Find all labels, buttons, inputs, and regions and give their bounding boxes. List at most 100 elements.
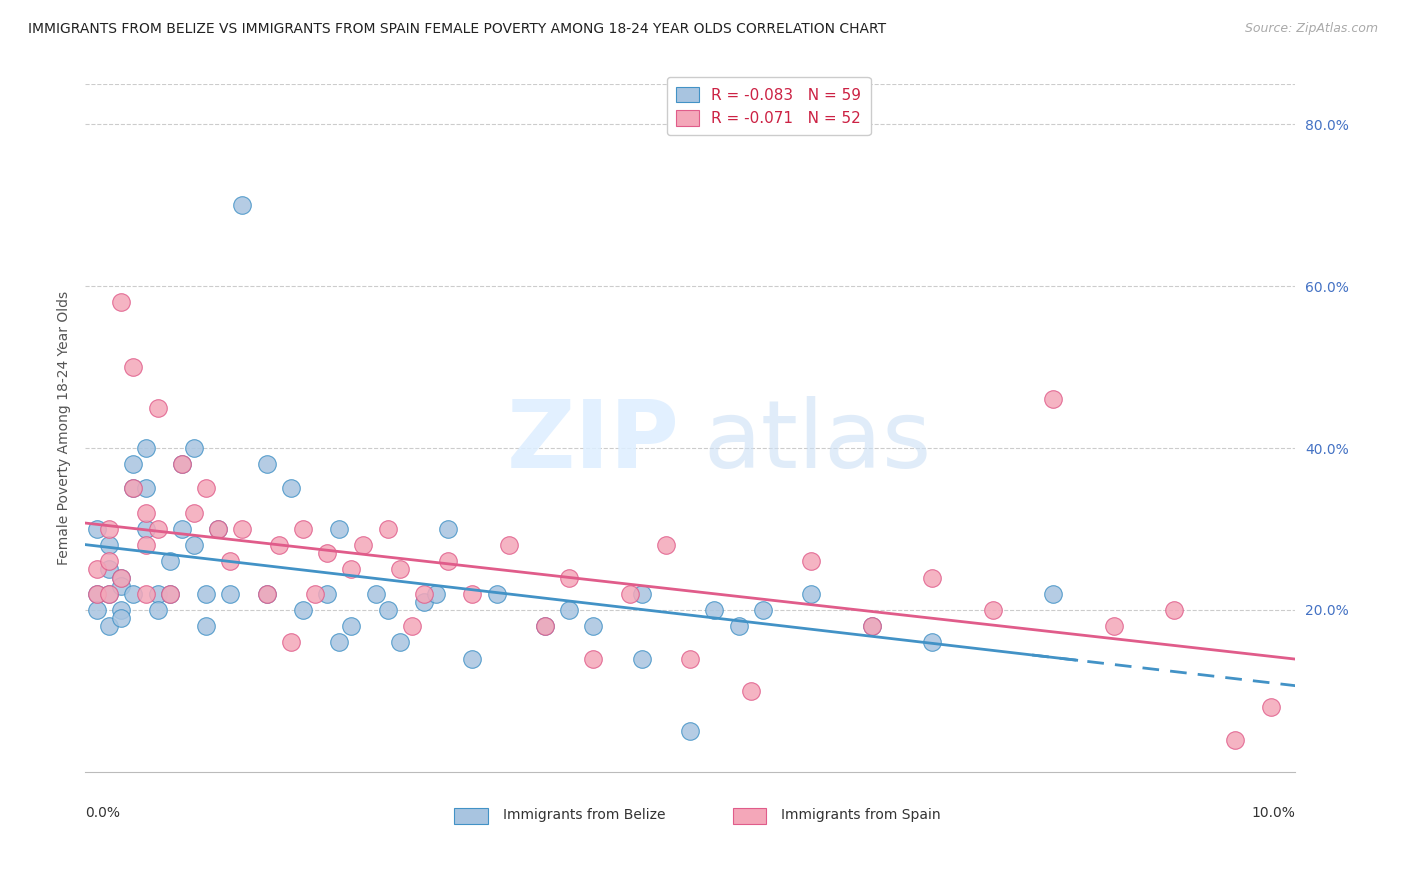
Point [1102, 619, 1125, 633]
Point [921, 571, 943, 585]
Point [98, 619, 121, 633]
Point [981, 603, 1004, 617]
Text: Source: ZipAtlas.com: Source: ZipAtlas.com [1244, 22, 1378, 36]
Point [582, 619, 605, 633]
Point [86, 587, 108, 601]
Point [195, 587, 218, 601]
Point [110, 295, 132, 310]
Point [170, 457, 193, 471]
Point [98, 587, 121, 601]
Point [860, 619, 883, 633]
Point [752, 603, 775, 617]
Point [122, 482, 145, 496]
Point [231, 522, 253, 536]
Point [619, 587, 641, 601]
Point [364, 587, 387, 601]
Point [207, 522, 229, 536]
Point [256, 457, 278, 471]
Point [159, 554, 181, 568]
Point [679, 724, 702, 739]
Text: atlas: atlas [703, 395, 931, 488]
Point [328, 635, 350, 649]
Point [122, 482, 145, 496]
Point [740, 684, 762, 698]
Point [267, 538, 290, 552]
Point [485, 587, 508, 601]
Point [800, 554, 823, 568]
Point [437, 554, 460, 568]
Text: IMMIGRANTS FROM BELIZE VS IMMIGRANTS FROM SPAIN FEMALE POVERTY AMONG 18-24 YEAR : IMMIGRANTS FROM BELIZE VS IMMIGRANTS FRO… [28, 22, 886, 37]
Point [98, 522, 121, 536]
Point [122, 359, 145, 374]
Point [437, 522, 460, 536]
Point [170, 522, 193, 536]
Point [534, 619, 557, 633]
Point [388, 635, 411, 649]
Point [170, 457, 193, 471]
Point [630, 587, 652, 601]
Point [1223, 732, 1246, 747]
Point [256, 587, 278, 601]
Point [110, 603, 132, 617]
Point [135, 538, 157, 552]
Point [86, 522, 108, 536]
Point [135, 587, 157, 601]
Point [86, 603, 108, 617]
Point [340, 562, 363, 576]
Text: Immigrants from Spain: Immigrants from Spain [780, 807, 941, 822]
Point [655, 538, 678, 552]
Point [231, 198, 253, 212]
Point [183, 506, 205, 520]
Point [401, 619, 423, 633]
Point [195, 619, 218, 633]
Point [558, 603, 581, 617]
FancyBboxPatch shape [733, 808, 766, 823]
Text: 0.0%: 0.0% [86, 806, 120, 821]
Point [679, 651, 702, 665]
Point [146, 603, 169, 617]
Point [630, 651, 652, 665]
Point [1260, 700, 1282, 714]
FancyBboxPatch shape [454, 808, 488, 823]
Text: Immigrants from Belize: Immigrants from Belize [502, 807, 665, 822]
Point [328, 522, 350, 536]
Point [1042, 392, 1064, 407]
Point [183, 441, 205, 455]
Point [280, 482, 302, 496]
Point [146, 401, 169, 415]
Point [122, 587, 145, 601]
Point [280, 635, 302, 649]
Point [183, 538, 205, 552]
Point [921, 635, 943, 649]
Point [582, 651, 605, 665]
Point [98, 538, 121, 552]
Point [1042, 587, 1064, 601]
Point [146, 587, 169, 601]
Point [461, 587, 484, 601]
Point [304, 587, 326, 601]
Point [135, 441, 157, 455]
Point [413, 595, 436, 609]
Legend: R = -0.083   N = 59, R = -0.071   N = 52: R = -0.083 N = 59, R = -0.071 N = 52 [666, 78, 870, 136]
Point [425, 587, 447, 601]
Point [498, 538, 520, 552]
Point [207, 522, 229, 536]
Point [291, 603, 314, 617]
Point [703, 603, 725, 617]
Point [291, 522, 314, 536]
Point [135, 522, 157, 536]
Point [122, 457, 145, 471]
Point [110, 571, 132, 585]
Point [146, 522, 169, 536]
Point [377, 603, 399, 617]
Point [110, 571, 132, 585]
Point [159, 587, 181, 601]
Point [135, 506, 157, 520]
Point [461, 651, 484, 665]
Point [256, 587, 278, 601]
Point [1163, 603, 1185, 617]
Point [98, 587, 121, 601]
Point [558, 571, 581, 585]
Text: ZIP: ZIP [508, 395, 679, 488]
Point [86, 562, 108, 576]
